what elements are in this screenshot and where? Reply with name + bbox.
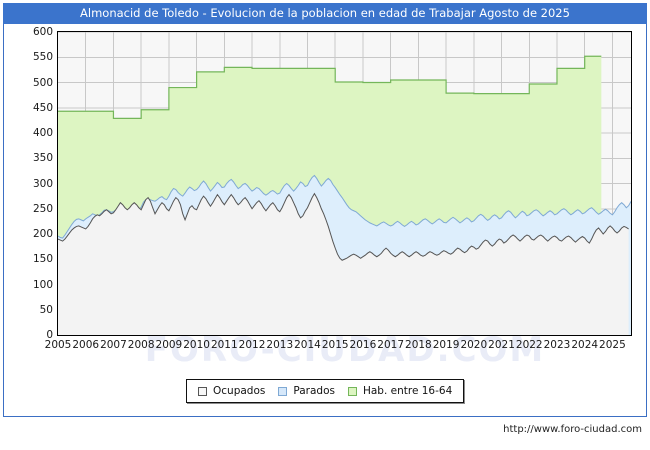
x-tick-label: 2006 (72, 339, 100, 351)
source-url: http://www.foro-ciudad.com (503, 424, 642, 435)
y-tick-label: 0 (46, 329, 53, 341)
x-tick-label: 2014 (294, 339, 321, 351)
y-tick-label: 350 (32, 152, 53, 165)
x-tick-label: 2009 (155, 339, 183, 351)
y-tick-label: 450 (32, 101, 53, 114)
series-line-ocupados (58, 192, 629, 261)
x-tick-label: 2008 (127, 339, 155, 351)
series-area-ocupados (58, 193, 629, 335)
chart-legend: Ocupados Parados Hab. entre 16-64 (186, 379, 465, 403)
legend-label: Parados (293, 385, 335, 397)
y-tick-label: 200 (32, 228, 53, 240)
x-tick-label: 2019 (432, 339, 460, 351)
x-tick-label: 2018 (405, 339, 432, 351)
series-line-hab-16-64 (58, 55, 602, 119)
legend-item[interactable]: Parados (278, 385, 335, 397)
y-tick-label: 250 (32, 202, 53, 215)
y-tick-label: 500 (32, 76, 53, 89)
chart-canvas (58, 32, 631, 335)
x-tick-label: 2007 (100, 339, 127, 351)
y-tick-label: 400 (32, 127, 53, 139)
x-tick-label: 2022 (515, 339, 543, 351)
y-tick-label: 50 (39, 303, 53, 316)
y-tick-label: 100 (32, 278, 53, 291)
y-tick-label: 550 (32, 51, 53, 64)
y-tick-label: 150 (32, 253, 53, 266)
x-tick-label: 2015 (321, 339, 349, 351)
x-tick-label: 2020 (460, 339, 488, 351)
x-axis-labels: 2005 2006 2007 2008 2009 2010 2011 2012 2013 2014… (45, 339, 633, 355)
y-tick-label: 300 (32, 177, 53, 190)
x-tick-label: 2013 (266, 339, 294, 351)
legend-item[interactable]: Hab. entre 16-64 (347, 385, 453, 397)
x-tick-label: 2017 (377, 339, 405, 351)
window-title: Almonacid de Toledo - Evolucion de la po… (3, 3, 647, 24)
legend-item[interactable]: Ocupados (198, 385, 265, 397)
x-tick-label: 2005 (44, 339, 72, 351)
x-tick-label: 2023 (543, 339, 571, 351)
legend-swatch-icon (347, 386, 357, 396)
y-tick-label: 600 (32, 26, 53, 38)
x-tick-label: 2012 (238, 339, 266, 351)
x-tick-label: 2010 (183, 339, 210, 351)
legend-swatch-icon (198, 386, 207, 396)
series-line-parados (58, 174, 631, 239)
plot-area (57, 31, 632, 336)
legend-label: Hab. entre 16-64 (362, 385, 453, 397)
plot-inner (58, 32, 631, 335)
legend-swatch-icon (278, 386, 288, 396)
x-tick-label: 2016 (349, 339, 377, 351)
x-tick-label: 2025 (599, 339, 626, 351)
legend-label: Ocupados (213, 385, 266, 397)
y-axis-labels: 0 50 100 150 200 250 300 350 400 450 500 550 600 (0, 26, 53, 341)
x-tick-label: 2024 (571, 339, 599, 351)
x-tick-label: 2021 (488, 339, 515, 351)
x-tick-label: 2011 (210, 339, 238, 351)
